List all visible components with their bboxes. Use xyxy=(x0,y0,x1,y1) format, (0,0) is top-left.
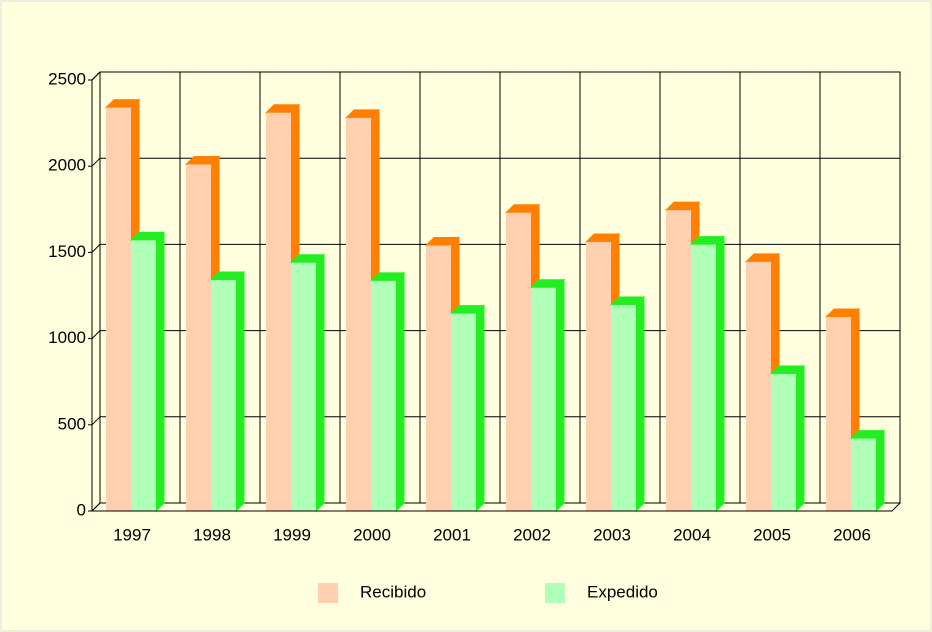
grid-line-side xyxy=(91,330,101,339)
grid-line-side xyxy=(91,502,101,512)
bar-side xyxy=(795,364,805,513)
bar-side xyxy=(715,235,725,513)
y-tick-label: 2000 xyxy=(48,156,86,175)
bar-side xyxy=(235,270,245,513)
bar xyxy=(106,107,131,512)
bar xyxy=(346,117,371,511)
bar-side xyxy=(555,278,565,513)
bar xyxy=(371,280,396,511)
bar xyxy=(211,279,236,511)
bar-side xyxy=(875,429,885,513)
bar xyxy=(451,313,476,511)
legend-swatch xyxy=(545,583,565,603)
legend-swatch xyxy=(318,583,338,603)
y-tick-label: 2500 xyxy=(48,69,86,88)
bar-side xyxy=(395,271,405,513)
grid-line-side xyxy=(91,244,101,253)
bar xyxy=(266,112,291,512)
x-tick-label: 2003 xyxy=(593,525,631,544)
bar xyxy=(291,262,316,511)
bar xyxy=(691,244,716,511)
x-tick-label: 2004 xyxy=(673,525,711,544)
x-tick-label: 1998 xyxy=(193,525,231,544)
grid-line-side xyxy=(91,157,101,167)
x-tick-label: 2006 xyxy=(833,525,871,544)
grid-line-side xyxy=(91,416,101,426)
x-tick-label: 2000 xyxy=(353,525,391,544)
bar xyxy=(531,287,556,511)
bar xyxy=(666,210,691,512)
x-tick-label: 2002 xyxy=(513,525,551,544)
bar xyxy=(826,317,851,511)
bar-side xyxy=(155,231,165,513)
legend-label: Expedido xyxy=(587,582,658,601)
x-tick-label: 1999 xyxy=(273,525,311,544)
bar xyxy=(586,242,611,511)
y-tick-label: 0 xyxy=(77,500,86,519)
y-tick-label: 1000 xyxy=(48,328,86,347)
bar xyxy=(746,261,771,511)
grid-line-side xyxy=(91,71,101,81)
bar-side xyxy=(475,304,485,513)
bar xyxy=(771,373,796,511)
bar-side xyxy=(635,295,645,513)
bar xyxy=(851,438,876,511)
bar xyxy=(426,245,451,511)
x-tick-label: 2001 xyxy=(433,525,471,544)
bar xyxy=(131,240,156,511)
y-tick-label: 1500 xyxy=(48,242,86,261)
x-tick-label: 2005 xyxy=(753,525,791,544)
bar xyxy=(611,304,636,511)
y-tick-label: 500 xyxy=(58,414,86,433)
bar xyxy=(506,212,531,512)
bar xyxy=(186,164,211,511)
legend-label: Recibido xyxy=(360,582,426,601)
bar-side xyxy=(315,253,325,513)
x-tick-label: 1997 xyxy=(113,525,151,544)
